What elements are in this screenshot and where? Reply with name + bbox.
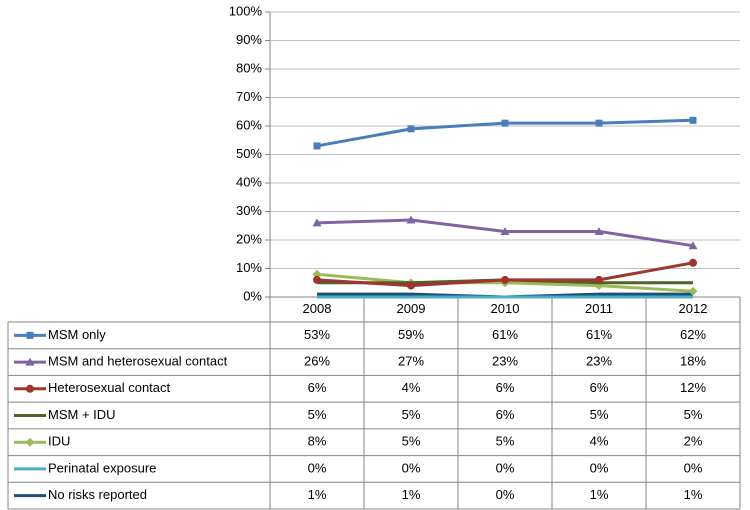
legend-label: MSM + IDU — [48, 407, 116, 422]
table-value: 4% — [590, 434, 609, 449]
table-value: 6% — [496, 380, 515, 395]
legend-label: IDU — [48, 434, 70, 449]
table-value: 0% — [496, 487, 515, 502]
marker — [26, 384, 34, 393]
x-tick-label: 2009 — [397, 301, 426, 316]
x-tick-label: 2010 — [491, 301, 520, 316]
marker — [595, 275, 603, 284]
marker — [25, 357, 35, 366]
legend-label: Heterosexual contact — [48, 380, 171, 395]
marker — [313, 275, 321, 284]
table-value: 1% — [308, 487, 327, 502]
table-value: 26% — [304, 354, 330, 369]
legend-label: Perinatal exposure — [48, 460, 156, 475]
marker — [312, 218, 322, 227]
table-value: 8% — [308, 434, 327, 449]
marker — [501, 275, 509, 284]
marker — [25, 437, 35, 447]
table-value: 62% — [680, 327, 706, 342]
marker — [500, 226, 510, 235]
marker — [406, 215, 416, 224]
legend-label: MSM and heterosexual contact — [48, 354, 228, 369]
y-tick-label: 70% — [236, 89, 262, 104]
marker — [312, 269, 322, 279]
table-value: 0% — [590, 460, 609, 475]
table-value: 6% — [496, 407, 515, 422]
table-value: 61% — [492, 327, 518, 342]
y-tick-label: 60% — [236, 117, 262, 132]
marker — [313, 142, 321, 150]
table-value: 5% — [402, 434, 421, 449]
table-value: 1% — [684, 487, 703, 502]
table-value: 0% — [684, 460, 703, 475]
table-value: 5% — [402, 407, 421, 422]
table-value: 23% — [492, 354, 518, 369]
marker — [689, 116, 697, 124]
y-tick-label: 50% — [236, 146, 262, 161]
y-tick-label: 40% — [236, 174, 262, 189]
marker — [407, 281, 415, 290]
y-tick-label: 0% — [243, 288, 262, 303]
marker — [594, 226, 604, 235]
table-value: 0% — [496, 460, 515, 475]
table-value: 4% — [402, 380, 421, 395]
table-value: 5% — [590, 407, 609, 422]
x-tick-label: 2012 — [679, 301, 708, 316]
x-tick-label: 2011 — [585, 301, 613, 316]
table-value: 0% — [402, 460, 421, 475]
x-tick-label: 2008 — [303, 301, 332, 316]
y-tick-label: 30% — [236, 203, 262, 218]
y-tick-label: 20% — [236, 231, 262, 246]
legend-label: MSM only — [48, 327, 106, 342]
table-value: 5% — [684, 407, 703, 422]
table-value: 6% — [590, 380, 609, 395]
y-tick-label: 90% — [236, 32, 262, 47]
y-tick-label: 80% — [236, 60, 262, 75]
table-value: 2% — [684, 434, 703, 449]
marker — [688, 286, 698, 296]
table-value: 61% — [586, 327, 612, 342]
table-value: 6% — [308, 380, 327, 395]
table-value: 0% — [308, 460, 327, 475]
marker — [595, 119, 603, 127]
table-value: 1% — [402, 487, 421, 502]
table-value: 5% — [496, 434, 515, 449]
marker — [26, 331, 34, 339]
marker — [407, 125, 415, 133]
marker — [688, 241, 698, 250]
table-value: 18% — [680, 354, 706, 369]
table-value: 1% — [590, 487, 609, 502]
table-value: 27% — [398, 354, 424, 369]
legend-label: No risks reported — [48, 487, 147, 502]
y-tick-label: 10% — [236, 260, 262, 275]
marker — [501, 119, 509, 127]
y-tick-label: 100% — [229, 3, 263, 18]
table-value: 5% — [308, 407, 327, 422]
table-value: 53% — [304, 327, 330, 342]
marker — [689, 258, 697, 267]
table-value: 59% — [398, 327, 424, 342]
table-value: 23% — [586, 354, 612, 369]
table-value: 12% — [680, 380, 706, 395]
